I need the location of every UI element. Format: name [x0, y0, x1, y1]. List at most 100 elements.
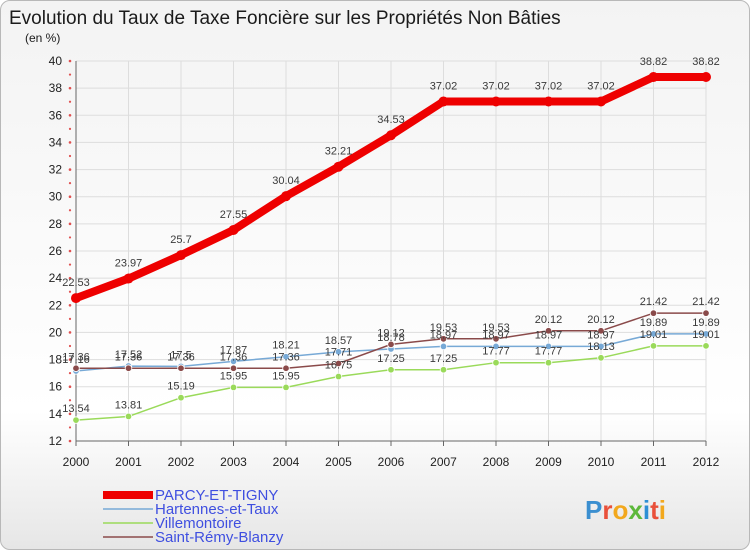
y-tick-label: 34 — [49, 135, 63, 149]
y-minor-tick-mark — [68, 100, 72, 103]
y-tick-label: 28 — [49, 217, 63, 231]
y-minor-tick-mark — [68, 426, 72, 429]
data-point — [334, 372, 343, 381]
y-tick-label: 14 — [49, 407, 63, 421]
x-tick-label: 2010 — [588, 455, 615, 469]
x-tick-label: 2011 — [641, 455, 667, 469]
logo-letter: x — [628, 495, 643, 525]
data-label: 21.42 — [640, 296, 668, 308]
data-point — [544, 327, 553, 335]
data-point — [702, 330, 710, 338]
data-label: 23.97 — [115, 258, 143, 270]
x-tick-label: 2001 — [115, 455, 142, 469]
data-label: 13.81 — [115, 399, 143, 411]
data-label: 17.52 — [115, 349, 143, 361]
chart-subtitle: (en %) — [25, 31, 60, 45]
y-tick-mark — [68, 249, 72, 253]
data-label: 30.04 — [272, 175, 300, 187]
data-point — [702, 342, 710, 350]
logo-letter: o — [612, 495, 628, 525]
x-tick-label: 2007 — [430, 455, 457, 469]
data-label: 17.36 — [220, 351, 248, 363]
data-point — [439, 342, 448, 351]
x-tick-label: 2005 — [325, 455, 352, 469]
logo-letter: t — [650, 495, 659, 525]
y-tick-mark — [68, 59, 72, 63]
data-label: 38.82 — [692, 56, 720, 68]
data-point — [702, 309, 710, 317]
data-point — [282, 383, 290, 392]
data-label: 17.16 — [62, 354, 90, 366]
y-tick-label: 24 — [49, 271, 63, 285]
data-point — [333, 161, 344, 172]
data-point — [387, 340, 395, 349]
data-point — [229, 383, 238, 392]
data-label: 17.87 — [220, 344, 248, 356]
x-tick-label: 2008 — [483, 455, 510, 469]
data-label: 20.12 — [535, 314, 563, 326]
legend-label: Hartennes-et-Taux — [155, 501, 279, 518]
logo-letter: P — [585, 495, 602, 525]
y-tick-label: 26 — [49, 244, 63, 258]
data-label: 19.12 — [377, 327, 405, 339]
data-point — [334, 348, 343, 356]
x-tick-label: 2004 — [273, 455, 300, 469]
logo-text: Proxiti — [585, 495, 666, 525]
x-tick-label: 2009 — [535, 455, 562, 469]
y-tick-mark — [68, 358, 72, 361]
y-tick-label: 36 — [49, 108, 63, 122]
data-label: 15.19 — [167, 381, 195, 393]
data-point — [229, 364, 238, 372]
axes: 12 14 16 18 20 22 24 26 28 30 32 34 36 38 40 2000 2001 20… — [49, 54, 720, 469]
y-tick-label: 12 — [49, 434, 63, 448]
data-point — [176, 250, 186, 261]
y-minor-tick-mark — [68, 182, 72, 185]
data-label: 15.95 — [220, 370, 248, 382]
data-label: 19.01 — [692, 329, 720, 341]
data-point — [649, 330, 658, 338]
data-point — [228, 224, 239, 235]
y-tick-label: 40 — [49, 54, 63, 68]
data-labels: 22.53 23.97 25.7 27.55 30.04 32.21 34.53 37.02 3… — [62, 56, 720, 415]
data-label: 18.97 — [535, 329, 563, 341]
data-point — [492, 358, 500, 367]
legend: PARCY-ET-TIGNYHartennes-et-TauxVillemont… — [103, 487, 284, 546]
x-tick-label: 2002 — [168, 455, 195, 469]
data-point — [177, 394, 185, 402]
data-point — [177, 364, 185, 372]
data-label: 37.02 — [482, 80, 510, 92]
y-minor-tick-mark — [68, 344, 72, 348]
data-point — [124, 412, 133, 421]
data-label: 13.54 — [62, 403, 90, 415]
y-minor-tick-mark — [68, 154, 72, 158]
data-label: 17.77 — [482, 346, 510, 358]
data-label: 19.89 — [640, 317, 668, 329]
x-tick-label: 2012 — [693, 455, 720, 469]
data-label: 15.95 — [272, 370, 300, 382]
data-label: 17.25 — [430, 353, 458, 365]
legend-label: PARCY-ET-TIGNY — [155, 487, 278, 504]
y-tick-mark — [68, 412, 72, 416]
data-point — [649, 309, 658, 317]
y-tick-mark — [68, 222, 72, 226]
data-label: 19.53 — [430, 322, 458, 334]
data-point — [544, 358, 553, 367]
data-point — [334, 359, 343, 368]
data-point — [281, 191, 291, 202]
data-label: 27.55 — [220, 209, 248, 221]
data-label: 18.57 — [325, 335, 353, 347]
data-label: 16.75 — [325, 360, 353, 372]
y-minor-tick-mark — [68, 73, 72, 76]
data-point — [491, 96, 501, 107]
y-minor-tick-mark — [68, 236, 72, 239]
y-tick-mark — [68, 385, 72, 389]
data-label: 18.97 — [482, 329, 510, 341]
data-point — [597, 342, 605, 351]
data-point — [71, 293, 81, 304]
data-point — [701, 72, 711, 83]
data-label: 17.36 — [167, 351, 195, 363]
data-point — [544, 342, 553, 351]
y-tick-mark — [68, 439, 72, 443]
